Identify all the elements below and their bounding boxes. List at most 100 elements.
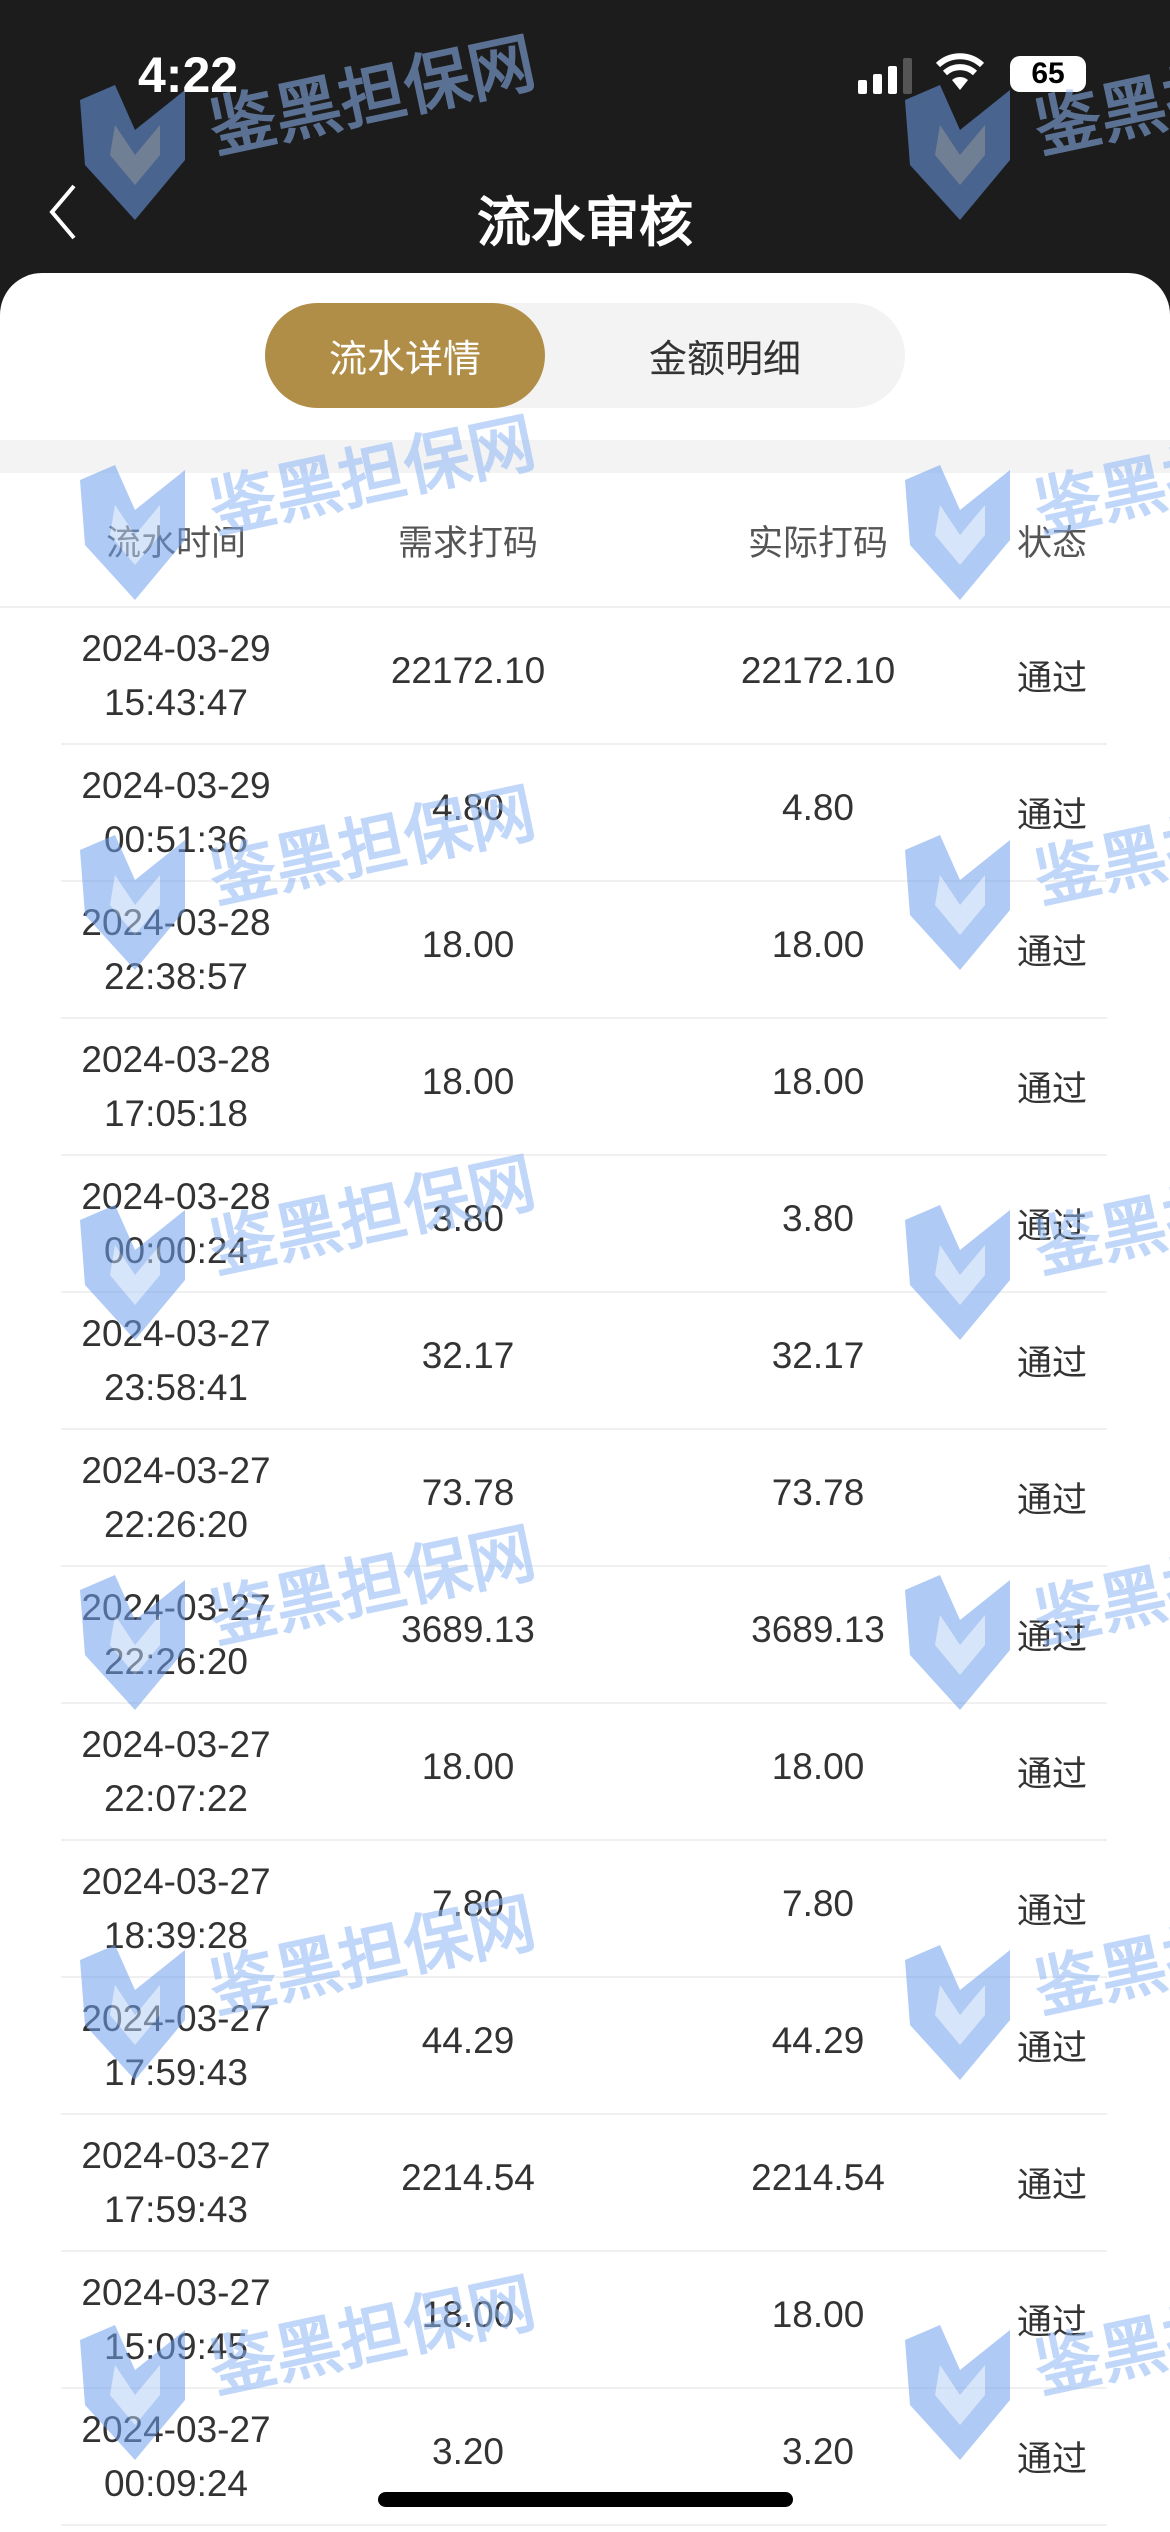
segmented-control: 流水详情 金额明细 bbox=[265, 303, 905, 408]
row-status: 通过 bbox=[1016, 1207, 1088, 1247]
row-status: 通过 bbox=[1016, 933, 1088, 973]
row-required: 2214.54 bbox=[401, 2157, 535, 2198]
row-actual: 4.80 bbox=[781, 787, 855, 828]
tab-amount-details[interactable]: 金额明细 bbox=[648, 337, 801, 381]
row-required: 3.20 bbox=[431, 2431, 505, 2472]
table-body: 2024-03-29 15:43:47 22172.10 22172.10 通过 2… bbox=[0, 608, 1170, 2526]
row-time: 17:59:43 bbox=[103, 2189, 249, 2230]
table-row: 2024-03-27 22:26:20 3689.13 3689.13 通过 bbox=[61, 1567, 1107, 1704]
table-row: 2024-03-27 17:59:43 2214.54 2214.54 通过 bbox=[61, 2115, 1107, 2252]
nav-bar: 流水审核 bbox=[0, 150, 1170, 270]
status-bar: 4:22 65 bbox=[0, 0, 1170, 150]
row-time: 22:26:20 bbox=[103, 1641, 249, 1682]
row-status: 通过 bbox=[1016, 796, 1088, 836]
row-required: 22172.10 bbox=[390, 650, 546, 691]
row-date: 2024-03-27 bbox=[81, 2135, 271, 2176]
row-status: 通过 bbox=[1016, 1481, 1088, 1521]
row-date: 2024-03-27 bbox=[81, 1313, 271, 1354]
table-row: 2024-03-27 00:09:24 3.20 3.20 通过 bbox=[61, 2389, 1107, 2526]
row-required: 73.78 bbox=[421, 1472, 515, 1513]
row-actual: 18.00 bbox=[771, 924, 865, 965]
row-required: 44.29 bbox=[421, 2020, 515, 2061]
row-actual: 22172.10 bbox=[740, 650, 896, 691]
row-date: 2024-03-27 bbox=[81, 1587, 271, 1628]
cellular-signal-icon bbox=[858, 58, 912, 94]
row-time: 22:26:20 bbox=[103, 1504, 249, 1545]
row-date: 2024-03-29 bbox=[81, 765, 271, 806]
row-datetime: 2024-03-27 00:09:24 bbox=[81, 2403, 270, 2511]
row-required: 18.00 bbox=[421, 1061, 515, 1102]
row-time: 22:07:22 bbox=[103, 1778, 249, 1819]
tab-flow-details[interactable]: 流水详情 bbox=[265, 303, 545, 408]
row-status: 通过 bbox=[1016, 2029, 1088, 2069]
row-required: 3.80 bbox=[431, 1198, 505, 1239]
row-status: 通过 bbox=[1016, 2303, 1088, 2343]
home-indicator[interactable] bbox=[378, 2492, 793, 2507]
row-status: 通过 bbox=[1016, 659, 1088, 699]
row-time: 18:39:28 bbox=[103, 1915, 249, 1956]
row-date: 2024-03-27 bbox=[81, 2272, 271, 2313]
row-required: 18.00 bbox=[421, 1746, 515, 1787]
row-actual: 18.00 bbox=[771, 1061, 865, 1102]
page-title: 流水审核 bbox=[477, 191, 693, 254]
row-time: 15:43:47 bbox=[103, 682, 249, 723]
table-row: 2024-03-29 00:51:36 4.80 4.80 通过 bbox=[61, 745, 1107, 882]
row-date: 2024-03-29 bbox=[81, 628, 271, 669]
table-row: 2024-03-29 15:43:47 22172.10 22172.10 通过 bbox=[61, 608, 1107, 745]
row-status: 通过 bbox=[1016, 1070, 1088, 1110]
row-status: 通过 bbox=[1016, 2166, 1088, 2206]
table-row: 2024-03-27 15:09:45 18.00 18.00 通过 bbox=[61, 2252, 1107, 2389]
wifi-icon bbox=[935, 53, 985, 90]
row-datetime: 2024-03-28 00:00:24 bbox=[81, 1170, 270, 1278]
divider-band bbox=[0, 440, 1170, 473]
row-datetime: 2024-03-28 17:05:18 bbox=[81, 1033, 270, 1141]
row-actual: 18.00 bbox=[771, 1746, 865, 1787]
row-actual: 3689.13 bbox=[751, 1609, 885, 1650]
row-datetime: 2024-03-29 00:51:36 bbox=[81, 759, 270, 867]
row-actual: 3.80 bbox=[781, 1198, 855, 1239]
row-datetime: 2024-03-27 22:26:20 bbox=[81, 1581, 270, 1689]
row-actual: 32.17 bbox=[771, 1335, 865, 1376]
battery-indicator: 65 bbox=[1010, 56, 1086, 92]
table-row: 2024-03-27 17:59:43 44.29 44.29 通过 bbox=[61, 1978, 1107, 2115]
table-row: 2024-03-28 17:05:18 18.00 18.00 通过 bbox=[61, 1019, 1107, 1156]
table-header: 流水时间 需求打码 实际打码 状态 bbox=[0, 473, 1170, 608]
row-date: 2024-03-28 bbox=[81, 1176, 271, 1217]
chevron-left-icon[interactable] bbox=[42, 180, 102, 240]
row-required: 32.17 bbox=[421, 1335, 515, 1376]
row-actual: 3.20 bbox=[781, 2431, 855, 2472]
row-date: 2024-03-27 bbox=[81, 1450, 271, 1491]
row-datetime: 2024-03-27 18:39:28 bbox=[81, 1855, 270, 1963]
row-required: 7.80 bbox=[431, 1883, 505, 1924]
row-required: 4.80 bbox=[431, 787, 505, 828]
row-status: 通过 bbox=[1016, 1344, 1088, 1384]
row-date: 2024-03-27 bbox=[81, 1724, 271, 1765]
row-required: 18.00 bbox=[421, 924, 515, 965]
row-status: 通过 bbox=[1016, 1618, 1088, 1658]
table-row: 2024-03-27 23:58:41 32.17 32.17 通过 bbox=[61, 1293, 1107, 1430]
row-time: 23:58:41 bbox=[103, 1367, 249, 1408]
row-date: 2024-03-27 bbox=[81, 1998, 271, 2039]
column-header-actual: 实际打码 bbox=[747, 524, 889, 564]
row-time: 22:38:57 bbox=[103, 956, 249, 997]
row-actual: 18.00 bbox=[771, 2294, 865, 2335]
row-date: 2024-03-28 bbox=[81, 902, 271, 943]
table-row: 2024-03-27 22:26:20 73.78 73.78 通过 bbox=[61, 1430, 1107, 1567]
row-datetime: 2024-03-27 22:26:20 bbox=[81, 1444, 270, 1552]
row-status: 通过 bbox=[1016, 1755, 1088, 1795]
column-header-time: 流水时间 bbox=[105, 524, 247, 564]
row-date: 2024-03-27 bbox=[81, 1861, 271, 1902]
row-date: 2024-03-28 bbox=[81, 1039, 271, 1080]
row-actual: 73.78 bbox=[771, 1472, 865, 1513]
row-time: 00:09:24 bbox=[103, 2463, 249, 2504]
row-actual: 7.80 bbox=[781, 1883, 855, 1924]
row-actual: 44.29 bbox=[771, 2020, 865, 2061]
status-time: 4:22 bbox=[138, 47, 239, 103]
row-datetime: 2024-03-27 22:07:22 bbox=[81, 1718, 270, 1826]
row-time: 17:05:18 bbox=[103, 1093, 249, 1134]
table-row: 2024-03-28 00:00:24 3.80 3.80 通过 bbox=[61, 1156, 1107, 1293]
row-time: 00:51:36 bbox=[103, 819, 249, 860]
row-required: 3689.13 bbox=[401, 1609, 535, 1650]
table-row: 2024-03-28 22:38:57 18.00 18.00 通过 bbox=[61, 882, 1107, 1019]
row-datetime: 2024-03-27 17:59:43 bbox=[81, 1992, 270, 2100]
